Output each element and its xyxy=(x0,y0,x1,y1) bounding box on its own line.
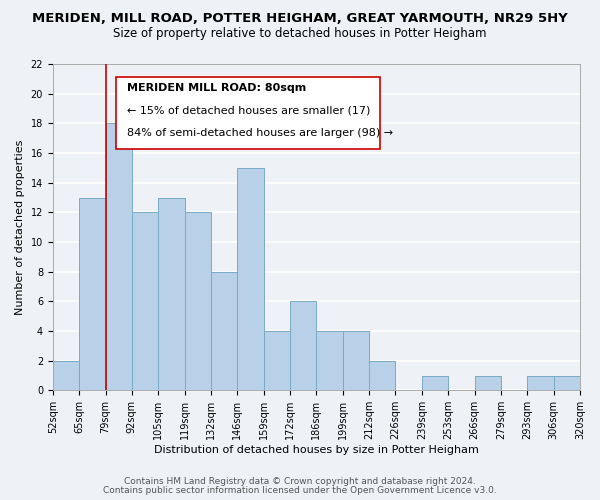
X-axis label: Distribution of detached houses by size in Potter Heigham: Distribution of detached houses by size … xyxy=(154,445,479,455)
Bar xyxy=(263,331,290,390)
Bar xyxy=(211,272,238,390)
Bar xyxy=(290,302,316,390)
Bar xyxy=(185,212,211,390)
Bar xyxy=(475,376,501,390)
Bar xyxy=(369,360,395,390)
Bar xyxy=(527,376,554,390)
Text: MERIDEN MILL ROAD: 80sqm: MERIDEN MILL ROAD: 80sqm xyxy=(127,83,306,93)
Text: ← 15% of detached houses are smaller (17): ← 15% of detached houses are smaller (17… xyxy=(127,105,370,115)
Y-axis label: Number of detached properties: Number of detached properties xyxy=(15,140,25,315)
Text: Size of property relative to detached houses in Potter Heigham: Size of property relative to detached ho… xyxy=(113,28,487,40)
Text: Contains public sector information licensed under the Open Government Licence v3: Contains public sector information licen… xyxy=(103,486,497,495)
Bar xyxy=(79,198,106,390)
Bar xyxy=(132,212,158,390)
Bar xyxy=(554,376,580,390)
Bar xyxy=(422,376,448,390)
Bar xyxy=(106,124,132,390)
Bar xyxy=(343,331,369,390)
Bar xyxy=(316,331,343,390)
Bar xyxy=(238,168,263,390)
Bar xyxy=(158,198,185,390)
Bar xyxy=(53,360,79,390)
Text: 84% of semi-detached houses are larger (98) →: 84% of semi-detached houses are larger (… xyxy=(127,128,393,138)
Text: MERIDEN, MILL ROAD, POTTER HEIGHAM, GREAT YARMOUTH, NR29 5HY: MERIDEN, MILL ROAD, POTTER HEIGHAM, GREA… xyxy=(32,12,568,26)
Text: Contains HM Land Registry data © Crown copyright and database right 2024.: Contains HM Land Registry data © Crown c… xyxy=(124,477,476,486)
